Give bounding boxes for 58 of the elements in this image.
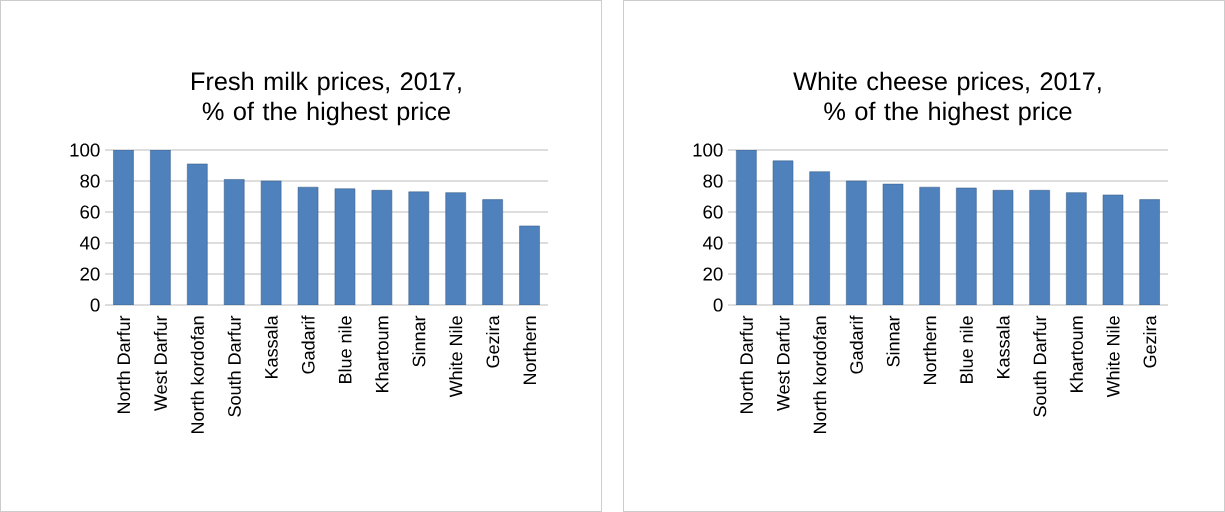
bar [297, 186, 319, 305]
x-tick-label: Gezira [486, 315, 500, 368]
x-tick-label: White Nile [449, 316, 463, 398]
chart-title: Fresh milk prices, 2017, % of the highest price [192, 71, 461, 126]
x-tick-label: Kassala [264, 315, 278, 378]
bar [919, 187, 940, 305]
bar [482, 199, 503, 305]
bar [150, 150, 171, 305]
y-tick-label: 0 [90, 298, 100, 312]
x-tick-label: North Darfur [739, 315, 753, 413]
x-tick-label: West Darfur [776, 315, 790, 412]
y-tick-label: 100 [70, 143, 100, 157]
x-tick-label: Northern [923, 316, 937, 384]
bar [1029, 190, 1050, 305]
x-tick-label: Kassala [996, 315, 1010, 378]
bar [113, 150, 134, 305]
y-tick-label: 60 [80, 205, 100, 219]
x-tick-label: Gezira [1143, 315, 1157, 368]
bar [408, 191, 430, 305]
bar [334, 188, 356, 305]
y-tick-label: 80 [80, 174, 100, 188]
y-tick-label: 0 [713, 298, 723, 312]
bar [445, 192, 466, 305]
y-tick-label: 20 [703, 267, 723, 281]
bar [519, 225, 540, 305]
bar [846, 181, 867, 305]
bar [371, 190, 393, 305]
x-tick-label: Khartoum [1069, 316, 1083, 392]
x-tick-label: Northern [522, 316, 537, 384]
x-tick-label: South Darfur [1033, 315, 1047, 417]
y-tick-label: 80 [703, 174, 723, 188]
bar [736, 150, 757, 305]
x-tick-label: Blue nile [959, 316, 973, 383]
x-tick-label: South Darfur [227, 315, 241, 417]
x-tick-label: North kordofan [813, 316, 827, 433]
y-tick-label: 40 [79, 236, 100, 250]
x-tick-label: Blue nile [338, 316, 352, 383]
y-tick-label: 60 [703, 205, 723, 219]
bar [223, 179, 245, 305]
y-tick-label: 40 [702, 236, 723, 250]
bar [1066, 192, 1087, 305]
x-tick-label: White Nile [1106, 316, 1120, 398]
x-tick-label: Gadarif [849, 315, 863, 374]
x-tick-label: North kordofan [190, 316, 204, 433]
chart-title: White cheese prices, 2017, % of the highest price [793, 71, 1101, 126]
bar [187, 163, 208, 305]
x-tick-label: Sinnar [412, 315, 426, 367]
bar [1139, 199, 1160, 305]
x-tick-label: North Darfur [116, 315, 131, 413]
bar [260, 180, 282, 305]
y-tick-label: 20 [80, 267, 100, 281]
x-tick-label: Gadarif [301, 315, 315, 374]
bar [809, 171, 830, 305]
x-tick-label: Sinnar [886, 315, 900, 367]
y-tick-label: 100 [693, 143, 723, 157]
x-tick-label: West Darfur [153, 315, 167, 412]
x-tick-label: Khartoum [375, 316, 389, 392]
bar [956, 187, 977, 305]
